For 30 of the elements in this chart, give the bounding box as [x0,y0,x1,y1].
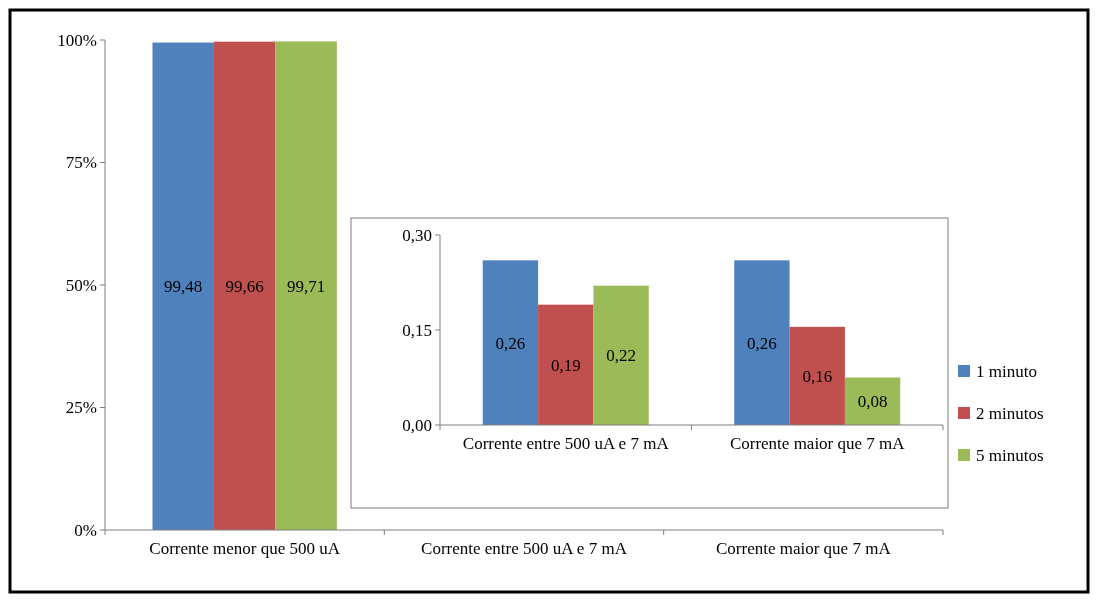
data-label: 0,19 [550,355,581,375]
x-tick-label: Corrente entre 500 uA e 7 mA [462,434,670,453]
data-label: 99,71 [286,276,326,296]
bar [538,304,594,425]
bar [789,326,845,425]
x-tick-label: Corrente entre 500 uA e 7 mA [421,539,628,558]
y-tick-label: 100% [57,30,97,50]
data-label: 0,16 [802,366,833,386]
x-tick-label: Corrente menor que 500 uA [149,539,341,558]
y-tick-label: 0% [74,520,97,540]
x-tick-label: Corrente maior que 7 mA [729,434,906,453]
y-tick-label: 50% [65,275,97,295]
data-label: 0,08 [857,392,888,412]
data-label: 99,66 [225,276,264,296]
data-label: 99,48 [164,277,203,297]
y-tick-label: 0,30 [402,225,432,245]
y-tick-label: 0,00 [402,415,432,435]
y-tick-label: 75% [65,153,97,173]
x-tick-label: Corrente maior que 7 mA [715,539,892,558]
y-tick-label: 0,15 [402,320,432,340]
legend-label: 2 minutos [976,403,1044,423]
y-tick-label: 25% [65,398,97,418]
data-label: 0,26 [747,333,777,353]
data-label: 0,22 [606,346,636,366]
bar [482,260,539,425]
bar [593,285,649,425]
legend-label: 5 minutos [976,445,1044,465]
data-label: 0,26 [495,333,526,353]
bar [734,260,790,425]
legend-label: 1 minuto [976,361,1037,381]
